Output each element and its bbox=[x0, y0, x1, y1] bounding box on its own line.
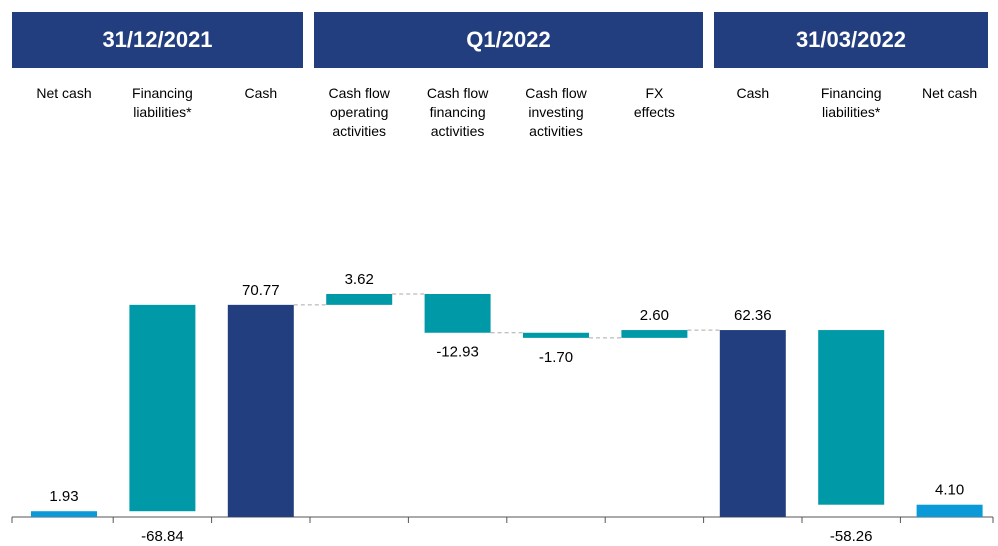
bar bbox=[523, 332, 589, 338]
category-label: Net cash bbox=[36, 85, 92, 101]
category-label: Cash bbox=[244, 85, 278, 101]
bar bbox=[227, 304, 294, 517]
bar bbox=[818, 330, 885, 505]
value-label: 70.77 bbox=[242, 282, 280, 299]
period-header: Q1/2022 bbox=[314, 12, 703, 68]
category-label: Cash bbox=[736, 85, 770, 101]
value-label: -12.93 bbox=[436, 344, 479, 361]
value-label: -68.84 bbox=[141, 528, 184, 545]
category-label: Financing liabilities* bbox=[132, 85, 193, 120]
category-label: FX effects bbox=[633, 85, 675, 120]
bar bbox=[424, 294, 491, 333]
value-label: 4.10 bbox=[935, 482, 964, 499]
bar bbox=[31, 511, 97, 517]
value-label: -1.70 bbox=[539, 349, 573, 366]
category-label: Cash flow financing activities bbox=[426, 85, 489, 139]
period-header: 31/03/2022 bbox=[714, 12, 988, 68]
bar bbox=[326, 294, 393, 305]
category-label: Cash flow investing activities bbox=[525, 85, 587, 139]
value-label: -58.26 bbox=[830, 528, 873, 545]
bar bbox=[129, 304, 196, 512]
category-label: Cash flow operating activities bbox=[328, 85, 390, 139]
value-label: 3.62 bbox=[345, 271, 374, 288]
category-label: Net cash bbox=[921, 85, 978, 101]
value-label: 1.93 bbox=[49, 488, 78, 505]
value-label: 62.36 bbox=[734, 307, 772, 324]
bar bbox=[916, 504, 983, 517]
period-header: 31/12/2021 bbox=[12, 12, 303, 68]
category-label: Financing liabilities* bbox=[820, 85, 882, 120]
value-label: 2.60 bbox=[640, 307, 669, 324]
bar bbox=[719, 330, 786, 517]
bar bbox=[621, 330, 688, 338]
